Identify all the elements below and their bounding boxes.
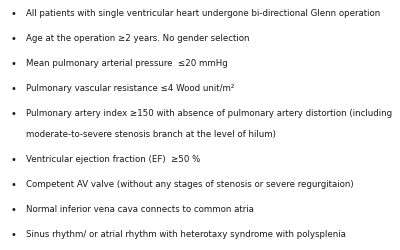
Text: Ventricular ejection fraction (EF)  ≥50 %: Ventricular ejection fraction (EF) ≥50 % [26, 154, 200, 163]
Text: •: • [10, 179, 16, 189]
Text: •: • [10, 109, 16, 119]
Text: •: • [10, 229, 16, 239]
Text: All patients with single ventricular heart undergone bi-directional Glenn operat: All patients with single ventricular hea… [26, 9, 380, 18]
Text: •: • [10, 34, 16, 44]
Text: Normal inferior vena cava connects to common atria: Normal inferior vena cava connects to co… [26, 204, 254, 213]
Text: Competent AV valve (without any stages of stenosis or severe regurgitaion): Competent AV valve (without any stages o… [26, 179, 354, 188]
Text: Pulmonary vascular resistance ≤4 Wood unit/m²: Pulmonary vascular resistance ≤4 Wood un… [26, 84, 234, 93]
Text: Sinus rhythm/ or atrial rhythm with heterotaxy syndrome with polysplenia: Sinus rhythm/ or atrial rhythm with hete… [26, 229, 346, 238]
Text: moderate-to-severe stenosis branch at the level of hilum): moderate-to-severe stenosis branch at th… [26, 129, 276, 138]
Text: •: • [10, 59, 16, 69]
Text: •: • [10, 9, 16, 19]
Text: •: • [10, 84, 16, 94]
Text: Age at the operation ≥2 years. No gender selection: Age at the operation ≥2 years. No gender… [26, 34, 250, 43]
Text: Pulmonary artery index ≥150 with absence of pulmonary artery distortion (includi: Pulmonary artery index ≥150 with absence… [26, 109, 392, 118]
Text: •: • [10, 204, 16, 214]
Text: •: • [10, 154, 16, 164]
Text: Mean pulmonary arterial pressure  ≤20 mmHg: Mean pulmonary arterial pressure ≤20 mmH… [26, 59, 228, 68]
